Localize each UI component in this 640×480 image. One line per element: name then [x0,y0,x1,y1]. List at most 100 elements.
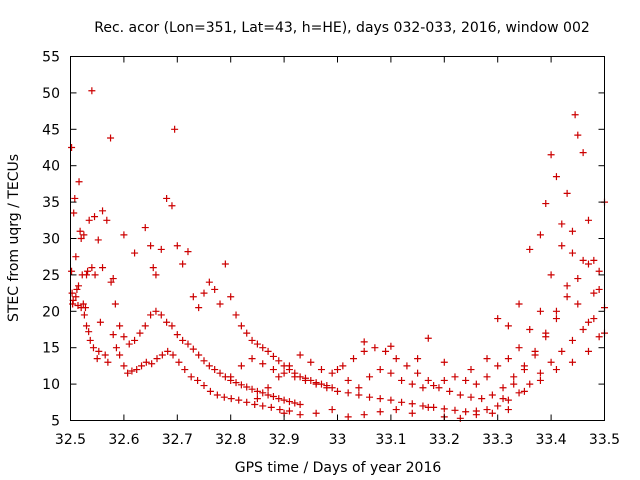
data-point [355,384,363,392]
data-point [237,362,245,370]
data-point [168,322,176,330]
data-point [595,333,603,341]
data-point [542,200,550,208]
data-point [157,245,165,253]
data-point [259,344,267,352]
data-point [253,395,261,403]
data-point [73,285,81,293]
data-point [584,260,592,268]
data-point [120,362,128,370]
data-point [414,369,422,377]
data-points [68,87,608,422]
data-point [243,329,251,337]
data-point [590,256,598,264]
data-point [446,387,454,395]
data-point [184,248,192,256]
data-point [488,409,496,417]
data-point [103,216,111,224]
data-point [536,307,544,315]
data-point [531,347,539,355]
data-point [148,360,156,368]
data-point [86,336,94,344]
y-tick-label: 5 [51,414,60,430]
data-point [419,384,427,392]
data-point [536,376,544,384]
data-point [189,345,197,353]
data-point [520,366,528,374]
data-point [104,358,112,366]
data-point [71,194,79,202]
data-point [563,293,571,301]
data-point [387,396,395,404]
data-point [355,391,363,399]
y-tick-label: 10 [42,377,60,393]
data-point [179,336,187,344]
x-tick-label: 32.6 [108,432,139,448]
data-point [520,387,528,395]
data-point [133,366,141,374]
data-point [80,311,88,319]
data-point [91,271,99,279]
data-point [221,260,229,268]
data-point [79,300,87,308]
data-point [451,406,459,414]
data-point [558,242,566,250]
data-point [248,385,256,393]
data-point [275,373,283,381]
y-tick-label: 50 [42,86,60,102]
data-point [563,189,571,197]
data-point [285,398,293,406]
data-point [344,413,352,421]
data-point [547,151,555,159]
data-point [526,326,534,333]
data-point [94,236,102,244]
data-point [483,406,491,414]
data-point [467,393,475,401]
x-axis-label: GPS time / Days of year 2016 [235,460,442,476]
data-point [424,403,432,411]
data-point [248,336,256,344]
y-axis-ticks: 5 10 15 20 25 30 35 40 45 50 55 [42,50,605,430]
data-point [568,336,576,344]
data-point [111,300,119,308]
data-point [101,351,109,359]
data-point [83,271,91,279]
data-point [301,376,309,384]
data-point [99,207,107,215]
x-tick-label: 33 [329,432,347,448]
data-point [317,366,325,374]
data-point [235,396,243,404]
y-tick-label: 30 [42,232,60,248]
data-point [75,178,83,186]
data-point [72,293,80,301]
data-point [307,358,315,366]
x-tick-label: 32.5 [55,432,86,448]
data-point [515,300,523,308]
data-point [109,331,117,339]
data-point [227,395,235,403]
data-point [488,391,496,399]
data-point [227,293,235,301]
data-point [206,387,214,395]
data-point [334,366,341,374]
data-point [382,347,390,355]
data-point [376,366,384,374]
y-tick-label: 20 [42,304,60,320]
data-point [68,144,76,151]
data-point [595,267,603,275]
data-point [157,311,165,319]
data-point [243,383,251,391]
data-point [259,389,267,397]
data-point [163,318,171,326]
data-point [195,351,203,359]
data-point [141,322,149,330]
x-tick-label: 33.3 [482,432,513,448]
data-point [451,373,459,381]
data-point [360,411,368,419]
data-point [200,289,208,297]
data-point [296,400,304,408]
y-tick-label: 55 [42,50,60,66]
data-point [568,358,576,366]
data-point [568,227,576,235]
